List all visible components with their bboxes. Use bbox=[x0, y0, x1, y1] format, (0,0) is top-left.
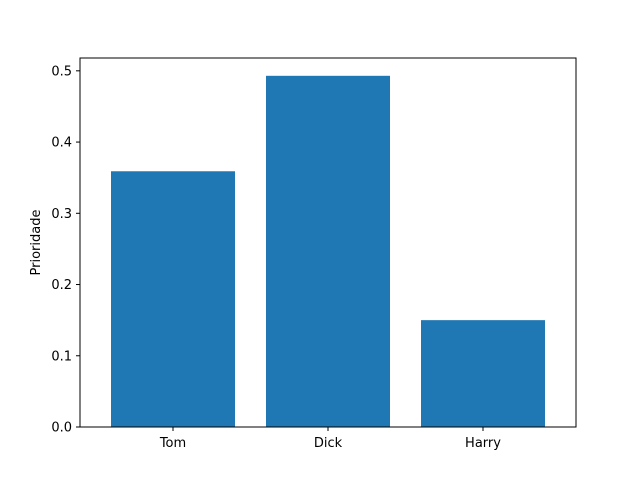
y-axis-ticks: 0.0 0.1 0.2 0.3 0.4 0.5 bbox=[51, 64, 80, 436]
y-tick-label: 0.0 bbox=[51, 421, 72, 436]
x-tick-label: Dick bbox=[314, 436, 343, 451]
bars-group bbox=[111, 75, 545, 427]
y-axis-label: Prioridade bbox=[29, 210, 44, 276]
y-tick-label: 0.1 bbox=[51, 349, 72, 364]
bar-tom bbox=[111, 171, 235, 427]
plot-frame bbox=[79, 57, 577, 428]
y-tick-label: 0.4 bbox=[51, 136, 72, 151]
x-tick-label: Harry bbox=[465, 436, 501, 451]
bar-dick bbox=[266, 75, 390, 427]
bar-harry bbox=[421, 320, 545, 427]
y-tick-label: 0.3 bbox=[51, 207, 72, 222]
x-tick-label: Tom bbox=[159, 436, 186, 451]
y-tick-label: 0.5 bbox=[51, 64, 72, 79]
x-axis-ticks: Tom Dick Harry bbox=[159, 427, 501, 451]
y-tick-label: 0.2 bbox=[51, 278, 72, 293]
